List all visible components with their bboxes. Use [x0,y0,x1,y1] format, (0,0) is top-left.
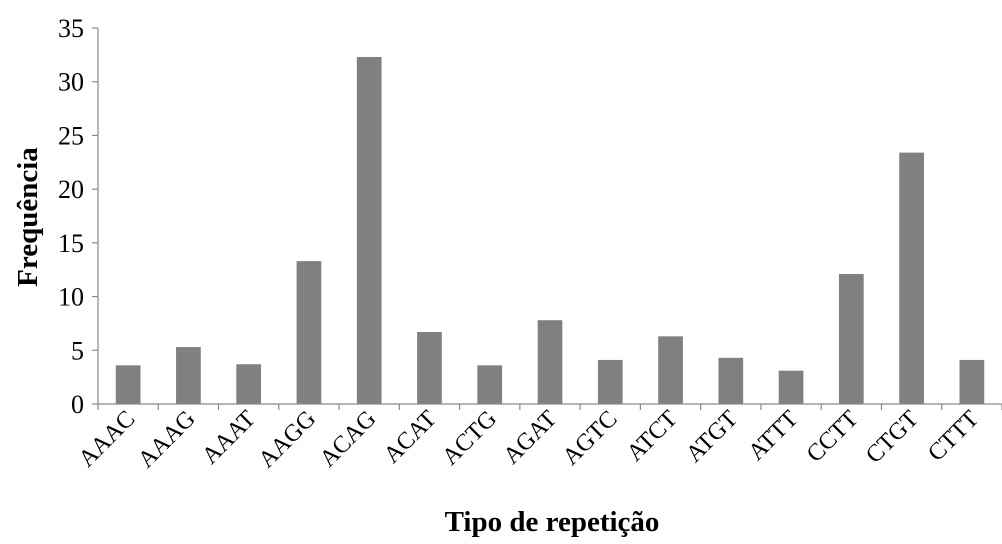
bar-AAAC [115,365,141,404]
x-tick-label: ACAG [315,406,381,472]
bar-group [115,57,985,404]
x-tick-label: CTGT [861,406,924,469]
x-tick-label: CTTT [923,406,984,467]
bar-ACAT [417,332,442,404]
x-tick-label: AAGG [254,406,321,473]
x-tick-label: AAAG [133,406,200,473]
x-tick-label: ATGT [681,406,743,468]
bar-AAAT [236,364,262,404]
bar-ATGT [718,357,744,404]
y-tick-label: 35 [58,14,84,43]
y-axis: 0 5 10 15 20 25 30 35 [58,14,99,419]
y-tick-label: 10 [58,283,84,312]
x-tick-label: ACAT [379,406,442,469]
bar-CCTT [838,274,864,404]
bar-ATCT [658,336,683,404]
y-tick-label: 25 [58,121,84,150]
x-tick-label: AAAT [197,406,261,470]
bar-CTGT [899,152,924,404]
x-tick-label: AGAT [499,406,563,470]
y-tick-label: 30 [58,68,84,97]
bar-ATTT [778,370,804,404]
y-tick-label: 15 [58,229,84,258]
y-tick-label: 20 [58,175,84,204]
y-axis-title: Frequência [12,147,44,287]
bar-ACTG [477,365,503,404]
bar-AAAG [176,347,201,404]
x-axis-title: Tipo de repetição [445,506,660,538]
x-tick-label: CCTT [802,406,864,468]
bar-AGAT [537,320,563,404]
bar-ACAG [356,57,382,404]
x-tick-label: ATTT [743,406,803,466]
x-tick-label: AGTC [558,406,623,471]
y-tick-label: 0 [71,390,84,419]
x-tick-label: ACTG [437,406,502,471]
bar-AAGG [296,261,322,404]
bar-CTTT [959,359,985,404]
x-tick-label: ATCT [622,406,683,467]
bar-AGTC [597,359,623,404]
y-tick-label: 5 [71,336,84,365]
